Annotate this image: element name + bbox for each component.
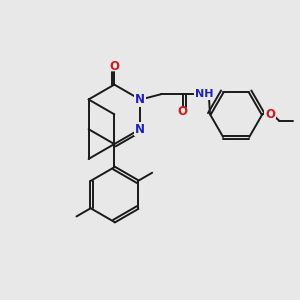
Text: O: O [265,108,275,121]
Text: NH: NH [195,89,214,99]
Text: O: O [109,60,119,73]
Text: N: N [135,93,145,106]
Text: O: O [178,106,188,118]
Text: N: N [135,123,145,136]
